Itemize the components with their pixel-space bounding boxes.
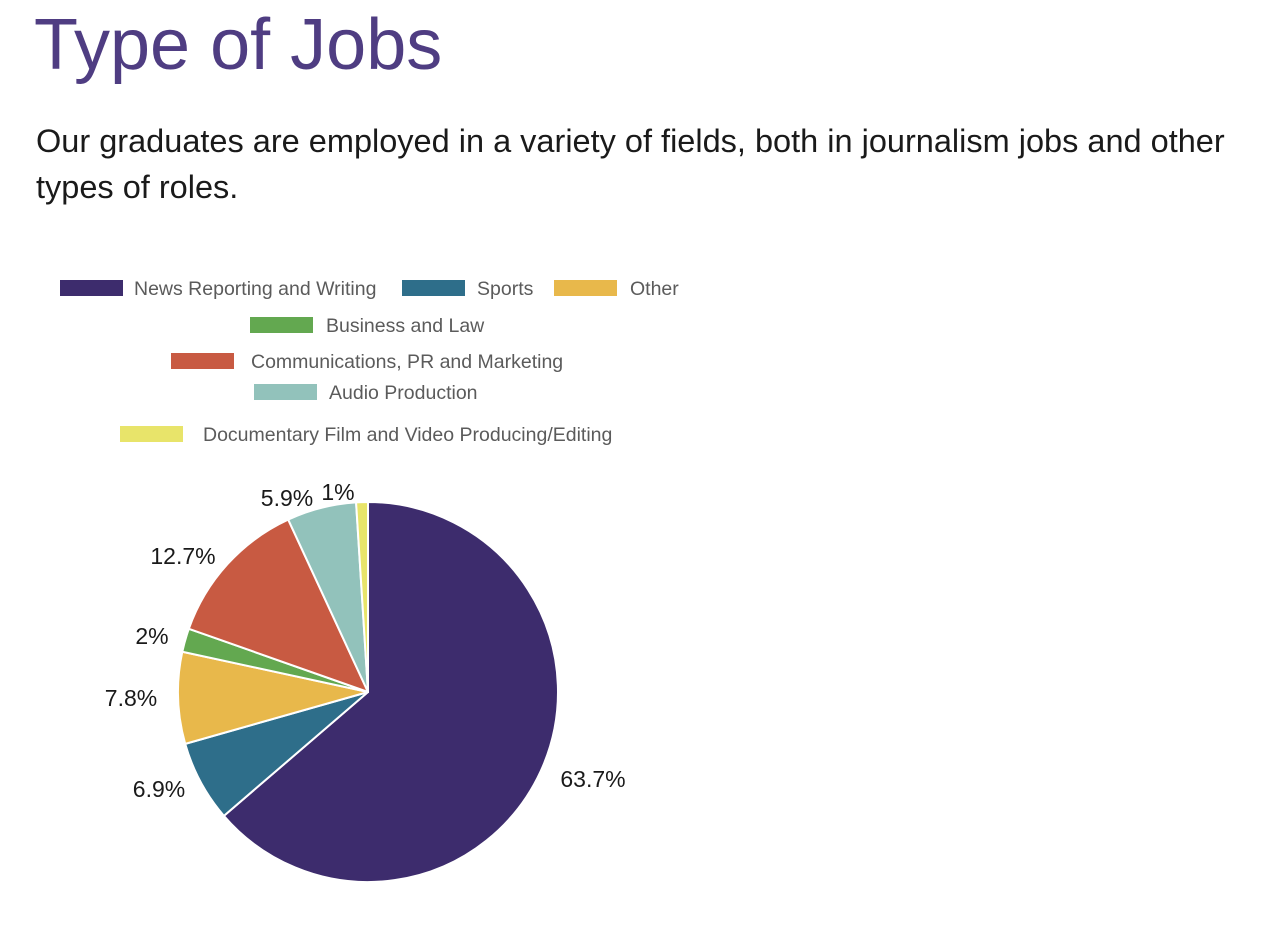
svg-text:63.7%: 63.7% <box>560 766 625 792</box>
svg-text:7.8%: 7.8% <box>105 685 157 711</box>
svg-text:2%: 2% <box>135 623 168 649</box>
svg-text:6.9%: 6.9% <box>133 776 185 802</box>
svg-text:1%: 1% <box>321 479 354 505</box>
svg-text:5.9%: 5.9% <box>261 485 313 511</box>
svg-text:12.7%: 12.7% <box>150 543 215 569</box>
